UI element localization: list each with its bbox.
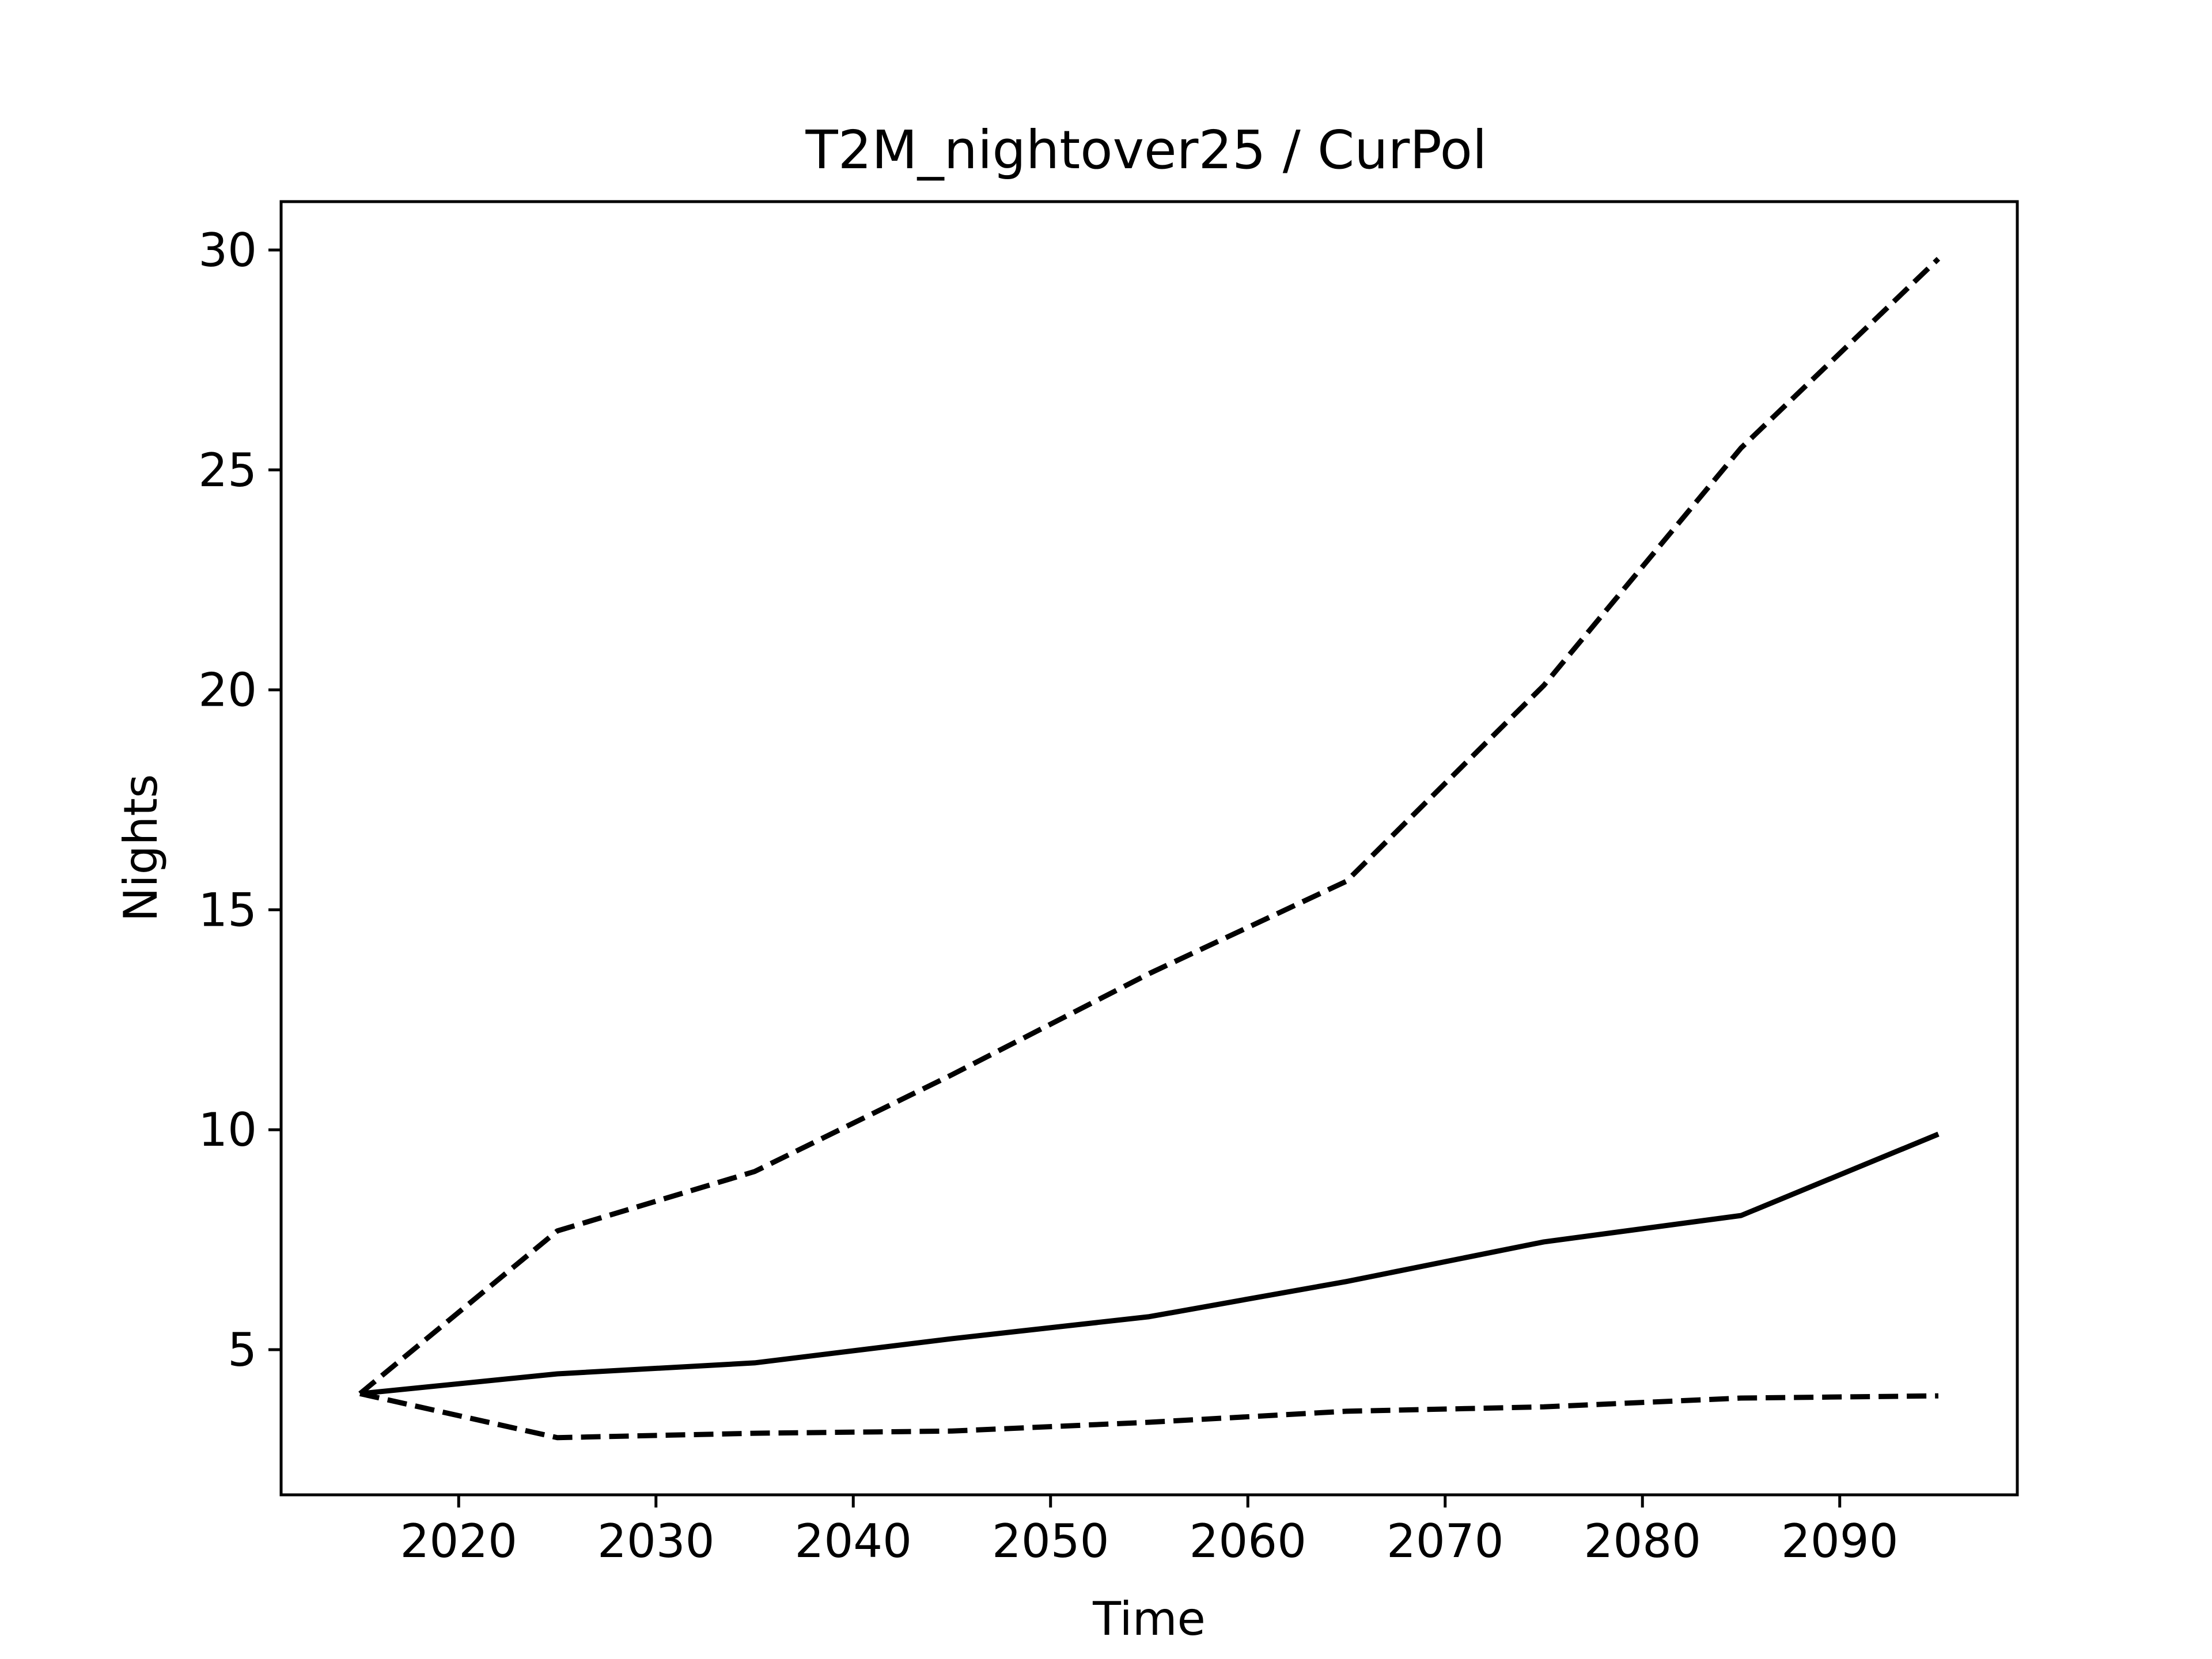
x-tick-label: 2040	[794, 1514, 912, 1568]
series-line-3	[359, 1391, 1939, 1441]
y-tick-label: 25	[198, 444, 257, 497]
x-tick-label: 2090	[1781, 1514, 1899, 1568]
chart-title: T2M_nightover25 / CurPol	[805, 119, 1487, 181]
series-layer	[358, 257, 1941, 1441]
y-tick-label: 10	[198, 1103, 257, 1157]
series-line-1	[359, 1131, 1940, 1396]
x-tick-label: 2050	[992, 1514, 1109, 1568]
x-tick-label: 2020	[400, 1514, 517, 1568]
y-tick-label: 5	[228, 1323, 257, 1377]
y-tick-label: 20	[198, 664, 257, 717]
x-tick-label: 2060	[1189, 1514, 1306, 1568]
x-axis-label: Time	[1092, 1592, 1206, 1646]
y-tick-label: 30	[198, 224, 257, 277]
y-axis-label: Nights	[114, 774, 168, 922]
x-tick-label: 2070	[1387, 1514, 1504, 1568]
x-tick-label: 2080	[1584, 1514, 1701, 1568]
y-tick-label: 15	[198, 883, 257, 937]
y-axis-ticks: 5 10 15 20 25 30	[198, 224, 281, 1377]
x-tick-label: 2030	[597, 1514, 715, 1568]
plot-area	[279, 200, 2019, 1497]
axes-frame	[279, 200, 2019, 1497]
series-line-2	[358, 257, 1941, 1396]
x-axis-ticks: 2020 2030 2040 2050 2060 2070 2080 2090	[400, 1495, 1899, 1568]
